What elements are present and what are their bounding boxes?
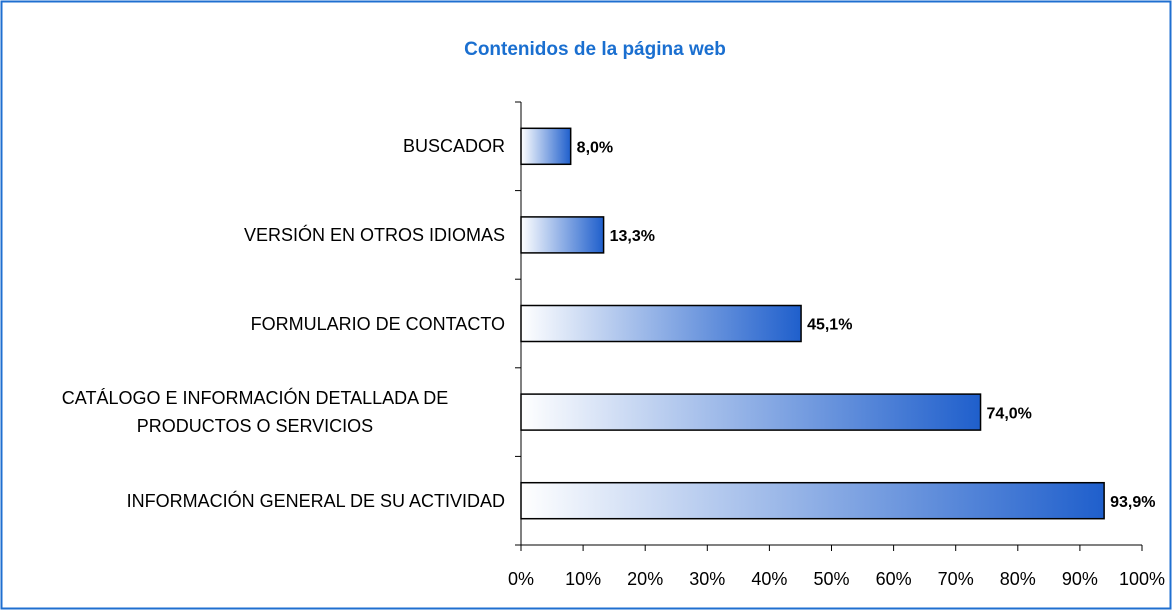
x-tick-label: 40% bbox=[751, 569, 787, 589]
x-tick-label: 20% bbox=[627, 569, 663, 589]
y-tick-label: FORMULARIO DE CONTACTO bbox=[250, 313, 505, 334]
value-label: 45,1% bbox=[807, 317, 852, 334]
bar bbox=[520, 481, 1105, 520]
bar bbox=[520, 393, 982, 431]
x-tick-label: 60% bbox=[876, 569, 912, 589]
x-tick-label: 80% bbox=[1000, 569, 1036, 589]
value-label: 8,0% bbox=[577, 140, 613, 157]
bar bbox=[520, 127, 572, 166]
value-label: 13,3% bbox=[610, 228, 655, 245]
y-tick-label: VERSIÓN EN OTROS IDIOMAS bbox=[243, 224, 505, 245]
x-tick-label: 30% bbox=[689, 569, 725, 589]
x-tick-label: 10% bbox=[565, 569, 601, 589]
value-label: 74,0% bbox=[987, 405, 1032, 422]
x-tick-label: 50% bbox=[813, 569, 849, 589]
y-tick-label: CATÁLOGO E INFORMACIÓN DETALLADA DE PROD… bbox=[61, 388, 449, 437]
x-tick-label: 70% bbox=[938, 569, 974, 589]
y-tick-label: INFORMACIÓN GENERAL DE SU ACTIVIDAD bbox=[126, 490, 505, 511]
bar bbox=[520, 304, 802, 343]
value-label: 93,9% bbox=[1110, 494, 1155, 511]
x-tick-label: 0% bbox=[508, 569, 534, 589]
bar bbox=[520, 216, 605, 254]
chart-title: Contenidos de la página web bbox=[464, 39, 726, 60]
x-tick-label: 100% bbox=[1119, 569, 1165, 589]
y-tick-label: BUSCADOR bbox=[402, 136, 505, 157]
x-tick-label: 90% bbox=[1062, 569, 1098, 589]
